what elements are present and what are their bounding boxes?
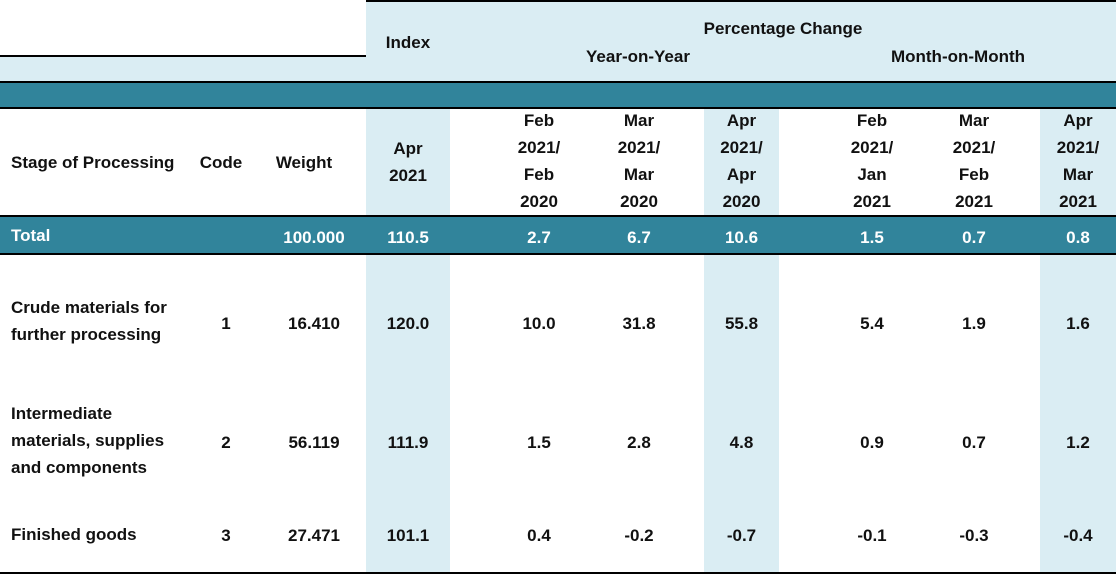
row-mom-mar: 1.9 (962, 313, 986, 333)
row-mom-mar: 0.7 (962, 432, 986, 452)
row-yoy-feb: 1.5 (527, 432, 551, 452)
row-yoy-apr: 4.8 (729, 432, 754, 452)
row-code: 1 (221, 313, 231, 333)
total-yoy-apr: 10.6 (724, 227, 759, 247)
row-label: Crude materials for further processing (11, 298, 167, 344)
yoy-apr-column-shade (704, 108, 779, 574)
table-row-crude: Crude materials for further processing 1… (0, 254, 1116, 394)
weight-header: Weight (275, 152, 333, 172)
yoy-apr-header: Apr 2021/ Apr 2020 (720, 111, 763, 211)
total-index: 110.5 (387, 227, 429, 247)
row-mom-apr: -0.4 (1063, 525, 1093, 545)
top-rule (366, 0, 1116, 2)
total-yoy-mar: 6.7 (627, 227, 651, 247)
row-index: 111.9 (387, 432, 429, 452)
mom-apr-header: Apr 2021/ Mar 2021 (1056, 111, 1100, 211)
total-mom-apr: 0.8 (1066, 227, 1090, 247)
index-period-header: Apr 2021 (389, 139, 427, 185)
row-index: 120.0 (386, 313, 430, 333)
row-yoy-mar: 31.8 (622, 313, 656, 333)
row-mom-feb: -0.1 (857, 525, 887, 545)
left-header-rule (0, 55, 366, 57)
table-row-intermediate: Intermediate materials, supplies and com… (0, 394, 1116, 494)
index-column-shade (366, 108, 450, 574)
row-code: 2 (221, 432, 231, 452)
mom-mar-header: Mar 2021/ Feb 2021 (952, 111, 996, 211)
row-label: Intermediate materials, supplies and com… (11, 404, 165, 477)
year-on-year-header: Year-on-Year (586, 46, 690, 66)
row-yoy-apr: 55.8 (724, 313, 759, 333)
band-bottom-rule (0, 107, 1116, 109)
row-mom-apr: 1.6 (1066, 313, 1090, 333)
bottom-rule (0, 572, 1116, 574)
table-row-finished: Finished goods 3 27.471 101.1 0.4 -0.2 -… (0, 494, 1116, 572)
row-mom-feb: 5.4 (860, 313, 884, 333)
total-mom-feb: 1.5 (860, 227, 884, 247)
row-mom-feb: 0.9 (860, 432, 884, 452)
row-weight: 16.410 (288, 313, 340, 333)
header-shade-left (0, 56, 366, 82)
total-mom-mar: 0.7 (962, 227, 986, 247)
row-yoy-mar: -0.2 (624, 525, 654, 545)
row-code: 3 (221, 525, 231, 545)
total-weight: 100.000 (283, 227, 345, 247)
row-yoy-apr: -0.7 (726, 525, 757, 545)
row-mom-mar: -0.3 (959, 525, 989, 545)
band-top-rule (0, 81, 1116, 83)
row-mom-apr: 1.2 (1066, 432, 1090, 452)
row-weight: 27.471 (288, 525, 340, 545)
yoy-feb-header: Feb 2021/ Feb 2020 (517, 111, 561, 211)
stage-of-processing-header: Stage of Processing (11, 152, 175, 172)
month-on-month-header: Month-on-Month (890, 46, 1026, 66)
row-index: 101.1 (386, 525, 430, 545)
total-yoy-feb: 2.7 (527, 227, 551, 247)
code-header: Code (199, 152, 243, 172)
mom-feb-header: Feb 2021/ Jan 2021 (850, 111, 894, 211)
header-shade-top (366, 0, 1116, 82)
percentage-change-header: Percentage Change (703, 18, 863, 38)
index-header: Index (385, 32, 431, 52)
mom-apr-column-shade (1040, 108, 1116, 574)
row-weight: 56.119 (288, 432, 340, 452)
row-yoy-mar: 2.8 (627, 432, 651, 452)
total-row-band (0, 216, 1116, 254)
total-label: Total (11, 225, 51, 245)
row-yoy-feb: 10.0 (522, 313, 556, 333)
yoy-mar-header: Mar 2021/ Mar 2020 (617, 111, 661, 211)
row-label: Finished goods (11, 524, 137, 544)
total-top-rule (0, 215, 1116, 217)
teal-band (0, 82, 1116, 108)
total-bottom-rule (0, 253, 1116, 255)
row-yoy-feb: 0.4 (527, 525, 551, 545)
